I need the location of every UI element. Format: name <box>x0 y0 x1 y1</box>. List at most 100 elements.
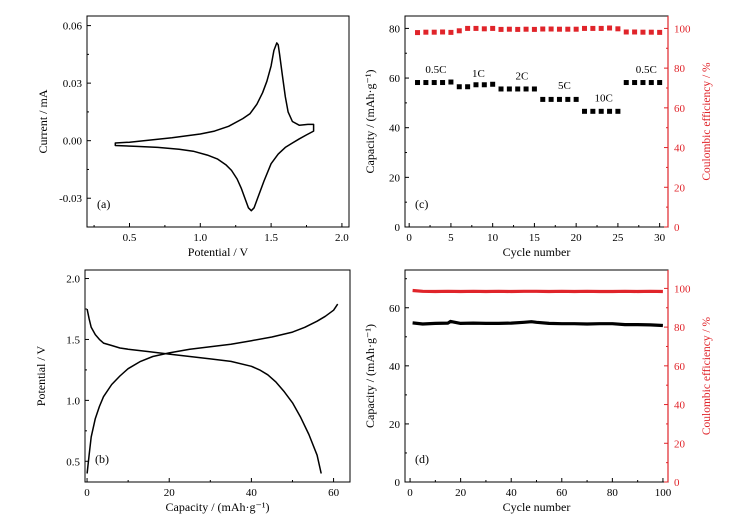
data-point-efficiency <box>582 25 588 31</box>
data-point-efficiency <box>657 29 663 35</box>
data-point-capacity <box>490 81 496 87</box>
data-point-capacity <box>523 86 529 92</box>
data-point-capacity <box>548 96 554 102</box>
data-point-capacity <box>415 80 421 86</box>
series-line <box>412 288 663 294</box>
data-point-efficiency <box>465 25 471 31</box>
y2-tick-label: 20 <box>674 182 686 194</box>
data-point-efficiency <box>607 25 613 31</box>
data-point-efficiency <box>415 30 421 36</box>
x-tick-label: 60 <box>556 487 568 499</box>
y-tick-label: 20 <box>389 419 401 431</box>
plot-frame <box>404 269 669 483</box>
data-point-capacity <box>456 84 462 90</box>
y-tick-label: -0.03 <box>59 193 82 205</box>
data-point-efficiency <box>498 26 504 32</box>
data-point-efficiency <box>598 25 604 31</box>
data-point-capacity <box>590 108 596 114</box>
series-line <box>86 303 339 474</box>
y-tick-label: 0 <box>395 222 401 234</box>
data-point-efficiency <box>548 26 554 32</box>
x-tick-label: 15 <box>529 232 541 244</box>
y2-axis-label: Coulombic efficiency / % <box>701 316 713 435</box>
data-point-capacity <box>431 80 437 86</box>
x-tick-label: 80 <box>607 487 619 499</box>
data-point-efficiency <box>423 29 429 35</box>
x-tick-label: 40 <box>246 487 258 499</box>
data-point-efficiency <box>448 29 454 35</box>
y2-tick-label: 80 <box>674 322 686 334</box>
x-tick-label: 0.5 <box>123 232 137 244</box>
data-point-capacity <box>465 84 471 90</box>
plot-frame <box>404 15 669 228</box>
y-tick-label: 40 <box>389 123 401 135</box>
data-point-efficiency <box>573 26 579 32</box>
data-point-efficiency <box>615 26 621 32</box>
x-tick-label: 20 <box>164 487 176 499</box>
data-point-efficiency <box>632 29 638 35</box>
y-tick-label: 40 <box>389 361 401 373</box>
data-point-efficiency <box>565 26 571 32</box>
data-point-capacity <box>565 96 571 102</box>
y2-tick-label: 0 <box>674 477 680 489</box>
y2-axis-label: Coulombic efficiency / % <box>701 62 713 181</box>
y-tick-label: 2.0 <box>66 274 80 286</box>
y2-tick-label: 100 <box>674 23 691 35</box>
series-line <box>86 308 322 474</box>
x-tick-label: 1.5 <box>264 232 278 244</box>
rate-annotation: 0.5C <box>636 64 657 76</box>
y-tick-label: 1.5 <box>66 334 80 346</box>
y-axis-label: Current / mA <box>36 89 50 153</box>
data-point-efficiency <box>623 29 629 35</box>
y2-tick-label: 0 <box>674 222 680 234</box>
data-point-capacity <box>598 108 604 114</box>
data-point-capacity <box>640 80 646 86</box>
data-point-capacity <box>556 96 562 102</box>
data-point-capacity <box>506 86 512 92</box>
y-tick-label: 60 <box>389 303 401 315</box>
panel-b: 0 20 40 60 0.5 1.0 1.5 2.0 Capacity / (mAh·g⁻¹) P… <box>34 269 351 514</box>
panel-label: (b) <box>95 452 109 466</box>
x-tick-label: 2.0 <box>335 232 349 244</box>
series-line <box>412 319 663 328</box>
x-tick-label: 25 <box>612 232 624 244</box>
data-point-capacity <box>615 108 621 114</box>
y2-tick-label: 40 <box>674 400 686 412</box>
y2-tick-label: 60 <box>674 103 686 115</box>
data-point-efficiency <box>531 26 537 32</box>
y2-tick-label: 80 <box>674 63 686 75</box>
data-point-efficiency <box>473 25 479 31</box>
data-point-efficiency <box>456 28 462 34</box>
panel-label: (a) <box>97 197 110 211</box>
data-point-capacity <box>473 82 479 88</box>
x-tick-label: 60 <box>328 487 340 499</box>
x-tick-label: 40 <box>506 487 518 499</box>
data-point-efficiency <box>440 29 446 35</box>
data-point-capacity <box>531 86 537 92</box>
rate-annotation: 1C <box>472 68 485 80</box>
y2-tick-label: 60 <box>674 361 686 373</box>
y-tick-label: 0.06 <box>63 21 83 33</box>
rate-annotation: 5C <box>558 80 571 92</box>
series-line <box>114 42 315 212</box>
data-point-capacity <box>582 108 588 114</box>
data-point-efficiency <box>523 26 529 32</box>
panel-a: 0.5 1.0 1.5 2.0 -0.03 0.00 0.03 0.06 Potential /… <box>36 15 350 259</box>
data-point-capacity <box>607 108 613 114</box>
data-point-efficiency <box>490 25 496 31</box>
x-tick-label: 100 <box>655 487 672 499</box>
panel-label: (d) <box>415 452 429 466</box>
y-tick-label: 20 <box>389 172 401 184</box>
panel-label: (c) <box>415 197 428 211</box>
x-axis-label: Capacity / (mAh·g⁻¹) <box>166 500 270 514</box>
data-point-efficiency <box>481 26 487 32</box>
rate-annotation: 0.5C <box>425 64 446 76</box>
y-tick-label: 0.00 <box>63 136 83 148</box>
y-axis-label: Capacity / (mAh·g⁻¹) <box>363 324 377 428</box>
y-tick-label: 0.5 <box>66 456 80 468</box>
plot-frame <box>84 269 351 483</box>
data-point-capacity <box>448 79 454 85</box>
data-point-efficiency <box>540 26 546 32</box>
data-point-capacity <box>540 96 546 102</box>
